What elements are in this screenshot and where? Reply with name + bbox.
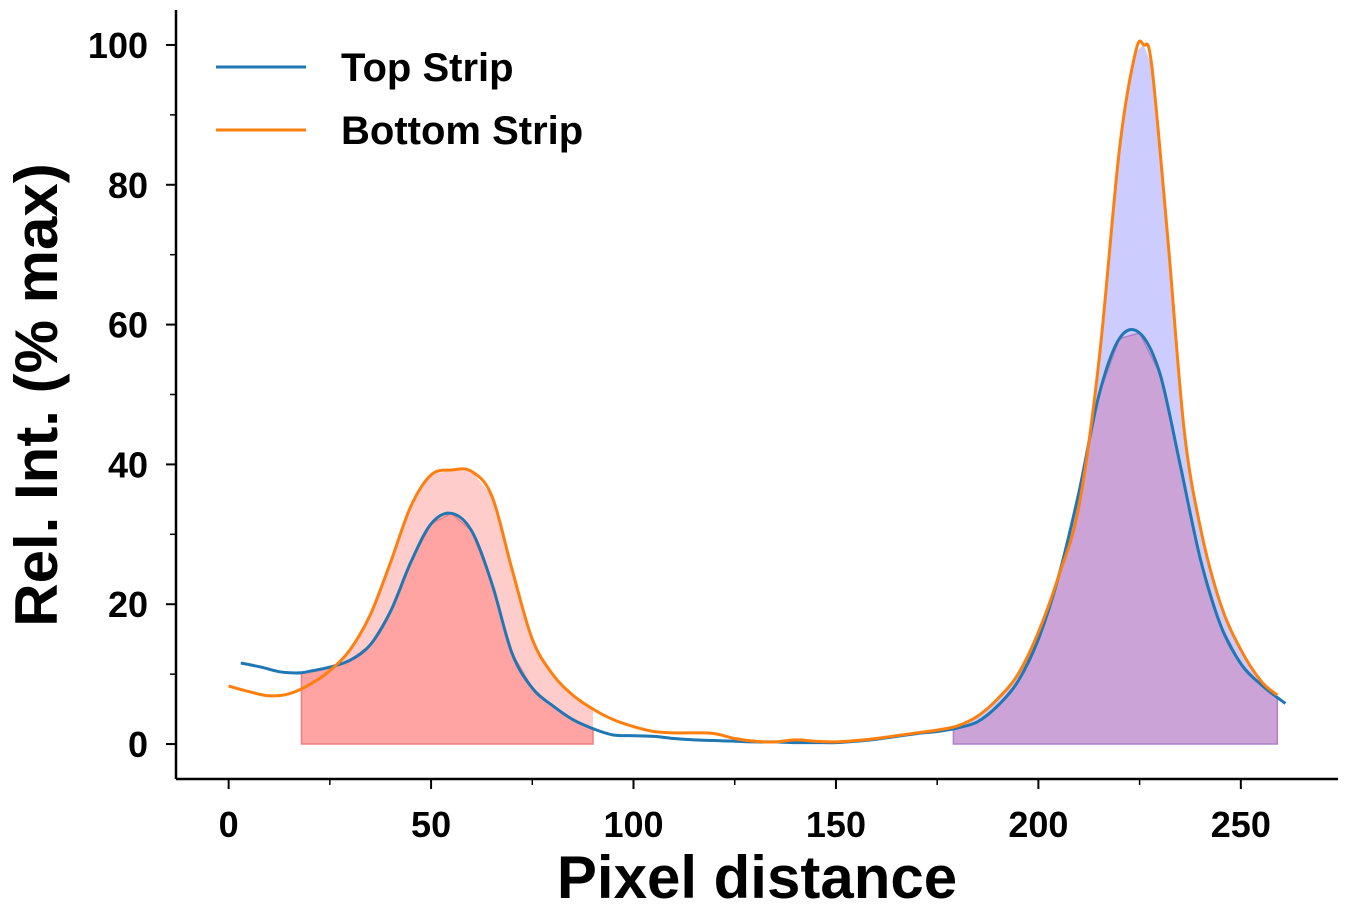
y-tick-label: 0 bbox=[128, 724, 148, 765]
legend: Top Strip Bottom Strip bbox=[216, 46, 583, 153]
y-tick-label: 60 bbox=[108, 305, 148, 346]
series-lines bbox=[228, 39, 1287, 745]
x-tick-label: 200 bbox=[1008, 804, 1068, 845]
shaded-region-inner-1 bbox=[300, 512, 594, 745]
x-tick-label: 50 bbox=[411, 804, 451, 845]
series-line-bottom-strip bbox=[228, 39, 1279, 744]
shaded-region-inner-2 bbox=[952, 332, 1279, 745]
x-tick-label: 250 bbox=[1211, 804, 1271, 845]
legend-label-1: Top Strip bbox=[341, 46, 514, 90]
y-tick-label: 20 bbox=[108, 584, 148, 625]
y-axis-title: Rel. Int. (% max) bbox=[3, 163, 70, 626]
x-tick-label: 0 bbox=[219, 804, 239, 845]
x-tick-label: 100 bbox=[603, 804, 663, 845]
ticks: 0 50 100 150 200 250 0 20 40 60 80 100 bbox=[88, 25, 1271, 845]
legend-label-2: Bottom Strip bbox=[341, 109, 583, 153]
y-tick-label: 40 bbox=[108, 444, 148, 485]
x-tick-label: 150 bbox=[806, 804, 866, 845]
y-tick-label: 80 bbox=[108, 165, 148, 206]
y-tick-label: 100 bbox=[88, 25, 148, 66]
x-axis-title: Pixel distance bbox=[557, 844, 957, 911]
